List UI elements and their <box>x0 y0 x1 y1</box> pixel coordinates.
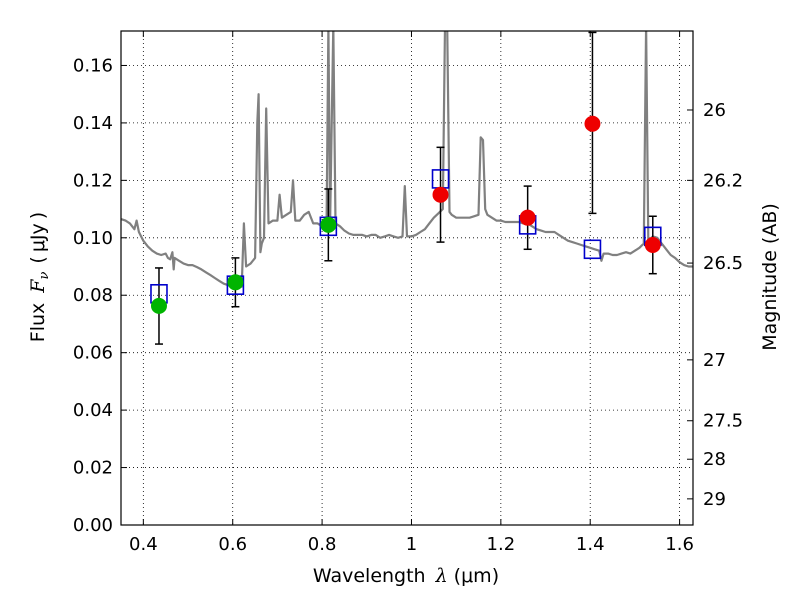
y-tick-label: 0.10 <box>73 228 113 249</box>
x-axis-label: Wavelength λ (μm) <box>313 565 499 587</box>
y-tick-label: 0.04 <box>73 400 113 421</box>
grid-lines <box>121 31 693 526</box>
flux-point <box>519 209 536 226</box>
y-tick-labels: 0.00 0.02 0.04 0.06 0.08 0.10 0.12 0.14 0.16 <box>73 55 113 536</box>
y2-axis-label: Magnitude (AB) <box>759 203 781 351</box>
y2-tick-label: 28 <box>703 449 726 470</box>
x-tick-label: 1.6 <box>665 534 694 555</box>
photometry-square <box>583 239 602 260</box>
flux-point <box>150 297 167 314</box>
x-tick-label: 1 <box>406 534 417 555</box>
x-tick-label: 0.4 <box>129 534 158 555</box>
flux-point <box>644 236 661 253</box>
y-tick-label: 0.00 <box>73 515 113 536</box>
flux-point <box>227 274 244 291</box>
x-tick-label: 0.8 <box>308 534 337 555</box>
y2-tick-label: 26 <box>703 100 726 121</box>
y-tick-label: 0.14 <box>73 113 113 134</box>
y2-tick-label: 26.5 <box>703 253 743 274</box>
data-markers <box>150 115 662 314</box>
y-axis-label: FluxFν(μJy) <box>27 212 52 342</box>
y2-tick-label: 27.5 <box>703 411 743 432</box>
flux-point <box>584 115 601 132</box>
flux-point <box>320 216 337 233</box>
y2-tick-label: 26.2 <box>703 170 743 191</box>
x-tick-label: 0.6 <box>218 534 247 555</box>
flux-point <box>432 186 449 203</box>
x-tick-label: 1.4 <box>576 534 605 555</box>
y2-tick-labels: 26 26.2 26.5 27 27.5 28 29 <box>703 100 743 510</box>
model-spectrum <box>121 31 693 289</box>
axis-ticks <box>121 31 693 526</box>
plot-frame <box>120 30 694 526</box>
y2-tick-label: 29 <box>703 489 726 510</box>
x-tick-label: 1.2 <box>487 534 516 555</box>
x-tick-labels: 0.4 0.6 0.8 1 1.2 1.4 1.6 <box>129 534 694 555</box>
y-tick-label: 0.08 <box>73 285 113 306</box>
y-tick-label: 0.02 <box>73 458 113 479</box>
y-tick-label: 0.12 <box>73 170 113 191</box>
y2-tick-label: 27 <box>703 350 726 371</box>
y-tick-label: 0.16 <box>73 55 113 76</box>
spectrum-line <box>121 31 693 289</box>
y-tick-label: 0.06 <box>73 343 113 364</box>
